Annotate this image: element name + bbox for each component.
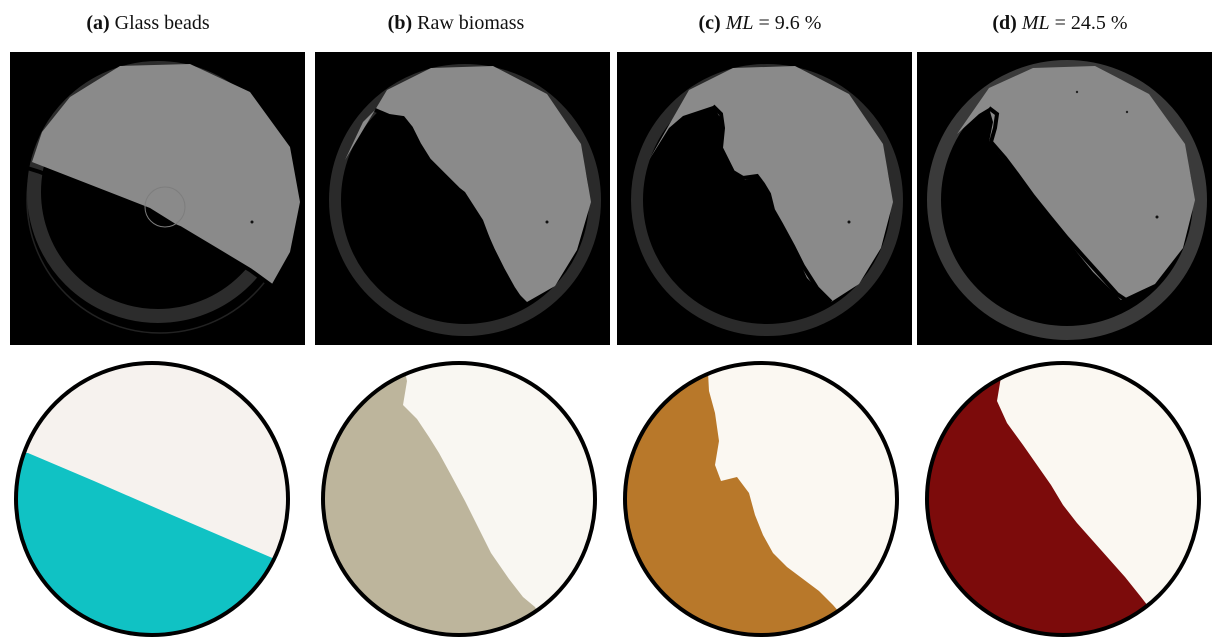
caption-a: (a) Glass beads: [0, 6, 296, 40]
ct-image-d: [917, 52, 1212, 345]
caption-d-tag: (d): [992, 12, 1017, 34]
caption-b: (b) Raw biomass: [308, 6, 604, 40]
caption-c-value: = 9.6 %: [753, 12, 822, 34]
ct-image-b: [315, 52, 610, 345]
simulation-image-b: [309, 353, 609, 641]
caption-b-tag: (b): [387, 12, 413, 34]
caption-a-tag: (a): [86, 12, 110, 34]
caption-b-label: Raw biomass: [417, 12, 525, 34]
caption-c-var: ML: [725, 12, 754, 34]
ct-image-c: [617, 52, 912, 345]
caption-c: (c) ML = 9.6 %: [612, 6, 908, 40]
caption-d: (d) ML = 24.5 %: [912, 6, 1208, 40]
simulation-image-a: [2, 353, 302, 641]
simulation-image-c: [611, 353, 911, 641]
caption-c-tag: (c): [698, 12, 721, 34]
caption-d-var: ML: [1021, 12, 1050, 34]
caption-a-label: Glass beads: [114, 12, 210, 34]
caption-d-value: = 24.5 %: [1049, 12, 1128, 34]
simulation-image-d: [913, 353, 1213, 641]
ct-image-a: [10, 52, 305, 345]
